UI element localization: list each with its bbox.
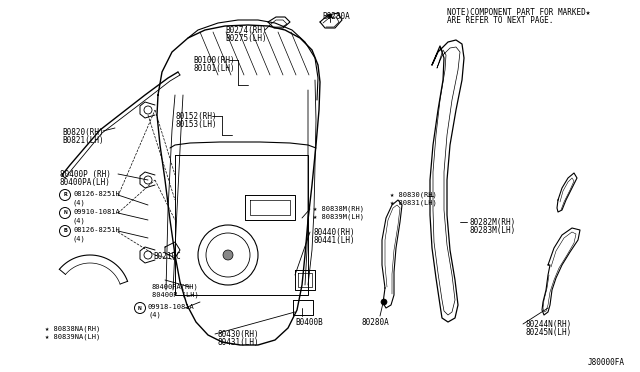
Text: B0820(RH): B0820(RH) [62, 128, 104, 137]
Text: ★ 80838NA(RH): ★ 80838NA(RH) [45, 325, 100, 331]
Text: 80245N(LH): 80245N(LH) [526, 328, 572, 337]
Text: 09918-1081A: 09918-1081A [148, 304, 195, 310]
Text: 08126-8251H: 08126-8251H [73, 191, 120, 197]
Text: (4): (4) [73, 217, 86, 224]
Text: N: N [63, 211, 67, 215]
Text: B0275(LH): B0275(LH) [225, 34, 267, 43]
Text: (4): (4) [73, 235, 86, 241]
Text: 80430(RH): 80430(RH) [218, 330, 260, 339]
Circle shape [223, 250, 233, 260]
Text: B0210C: B0210C [153, 252, 180, 261]
Text: N: N [138, 305, 142, 311]
Text: 80152(RH): 80152(RH) [175, 112, 216, 121]
Text: (4): (4) [148, 312, 161, 318]
Text: 80280A: 80280A [362, 318, 390, 327]
Text: B0821(LH): B0821(LH) [62, 136, 104, 145]
Text: NOTE)COMPONENT PART FOR MARKED★: NOTE)COMPONENT PART FOR MARKED★ [447, 8, 590, 17]
Text: 80153(LH): 80153(LH) [175, 120, 216, 129]
Text: 80431(LH): 80431(LH) [218, 338, 260, 347]
Text: B: B [63, 228, 67, 234]
Text: ARE REFER TO NEXT PAGE.: ARE REFER TO NEXT PAGE. [447, 16, 554, 25]
Text: 80400PA(RH): 80400PA(RH) [152, 283, 199, 289]
Text: 09910-1081A: 09910-1081A [73, 209, 120, 215]
Text: ★ 80831(LH): ★ 80831(LH) [390, 200, 436, 206]
Text: ★ 80838M(RH): ★ 80838M(RH) [313, 205, 364, 212]
Text: B0400B: B0400B [295, 318, 323, 327]
Text: 80101(LH): 80101(LH) [193, 64, 235, 73]
Text: 80400P (LH): 80400P (LH) [152, 291, 199, 298]
Text: 80441(LH): 80441(LH) [313, 236, 355, 245]
Text: R: R [63, 192, 67, 198]
Text: 08126-8251H: 08126-8251H [73, 227, 120, 233]
Text: B0274(RH): B0274(RH) [225, 26, 267, 35]
Circle shape [328, 14, 332, 18]
Text: 80440(RH): 80440(RH) [313, 228, 355, 237]
Text: B0100(RH): B0100(RH) [193, 56, 235, 65]
Text: B0280A: B0280A [322, 12, 349, 21]
Text: (4): (4) [73, 199, 86, 205]
Text: ★ 80839M(LH): ★ 80839M(LH) [313, 213, 364, 219]
Text: ★ 80830(RH): ★ 80830(RH) [390, 192, 436, 199]
Text: 80400P (RH): 80400P (RH) [60, 170, 111, 179]
Text: 80244N(RH): 80244N(RH) [526, 320, 572, 329]
Text: J80000FA: J80000FA [588, 358, 625, 367]
Text: 80282M(RH): 80282M(RH) [470, 218, 516, 227]
Text: ★ 80839NA(LH): ★ 80839NA(LH) [45, 333, 100, 340]
Text: 80283M(LH): 80283M(LH) [470, 226, 516, 235]
Text: 80400PA(LH): 80400PA(LH) [60, 178, 111, 187]
Circle shape [381, 299, 387, 305]
